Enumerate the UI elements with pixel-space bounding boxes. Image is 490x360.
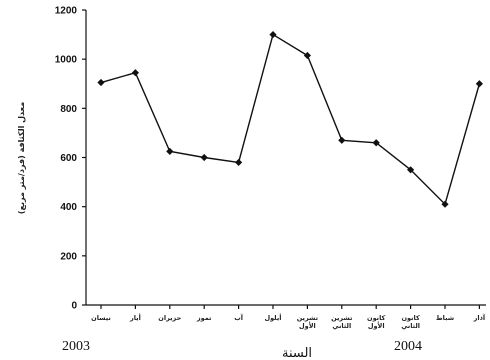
y-axis-label: معدل الكثافة (فرد/متر مربع): [17, 102, 26, 214]
data-point-marker: [166, 147, 174, 155]
x-tick-label: آذار: [473, 313, 486, 322]
data-point-marker: [475, 80, 483, 88]
y-tick-label: 1000: [55, 55, 78, 66]
year-label-2004: 2004: [394, 339, 422, 354]
x-axis-label: السنة: [282, 346, 312, 360]
y-tick-label: 0: [71, 301, 77, 312]
series: [97, 30, 483, 208]
y-tick-label: 600: [60, 153, 77, 164]
y-axis: 0 200 400 600 800 1000 1200: [55, 6, 87, 312]
data-point-marker: [303, 51, 311, 60]
x-tick-label: أيلول: [264, 313, 281, 322]
data-point-marker: [269, 30, 277, 39]
y-tick-label: 200: [60, 251, 77, 262]
x-tick-label: أيار: [129, 313, 141, 322]
data-point-marker: [407, 166, 415, 174]
x-tick-label: كانون الثاني: [401, 314, 420, 330]
data-point-marker: [372, 139, 380, 147]
data-point-marker: [441, 200, 449, 208]
y-tick-label: 400: [60, 202, 77, 213]
x-tick-label: تشرين الثاني: [331, 314, 352, 330]
data-point-marker: [338, 136, 346, 144]
x-tick-label: نيسان: [91, 314, 111, 322]
x-tick-label: شباط: [436, 314, 454, 322]
data-point-marker: [200, 153, 208, 162]
x-tick-label: حزيران: [158, 314, 181, 322]
x-tick-label: كانون الأول: [367, 314, 386, 330]
y-tick-label: 1200: [55, 6, 78, 17]
series-line: [100, 33, 481, 206]
data-point-marker: [235, 158, 243, 167]
x-tick-label: تشرين الأول: [297, 314, 318, 330]
x-tick-label: آب: [234, 313, 244, 322]
data-point-marker: [131, 69, 139, 77]
x-axis: نيسان أيار حزيران تموز آب أيلول تشرين الأول تشري…: [86, 304, 486, 330]
x-tick-label: تموز: [196, 314, 212, 322]
data-point-marker: [97, 78, 105, 87]
y-tick-label: 800: [60, 104, 77, 115]
year-label-2003: 2003: [62, 339, 90, 354]
